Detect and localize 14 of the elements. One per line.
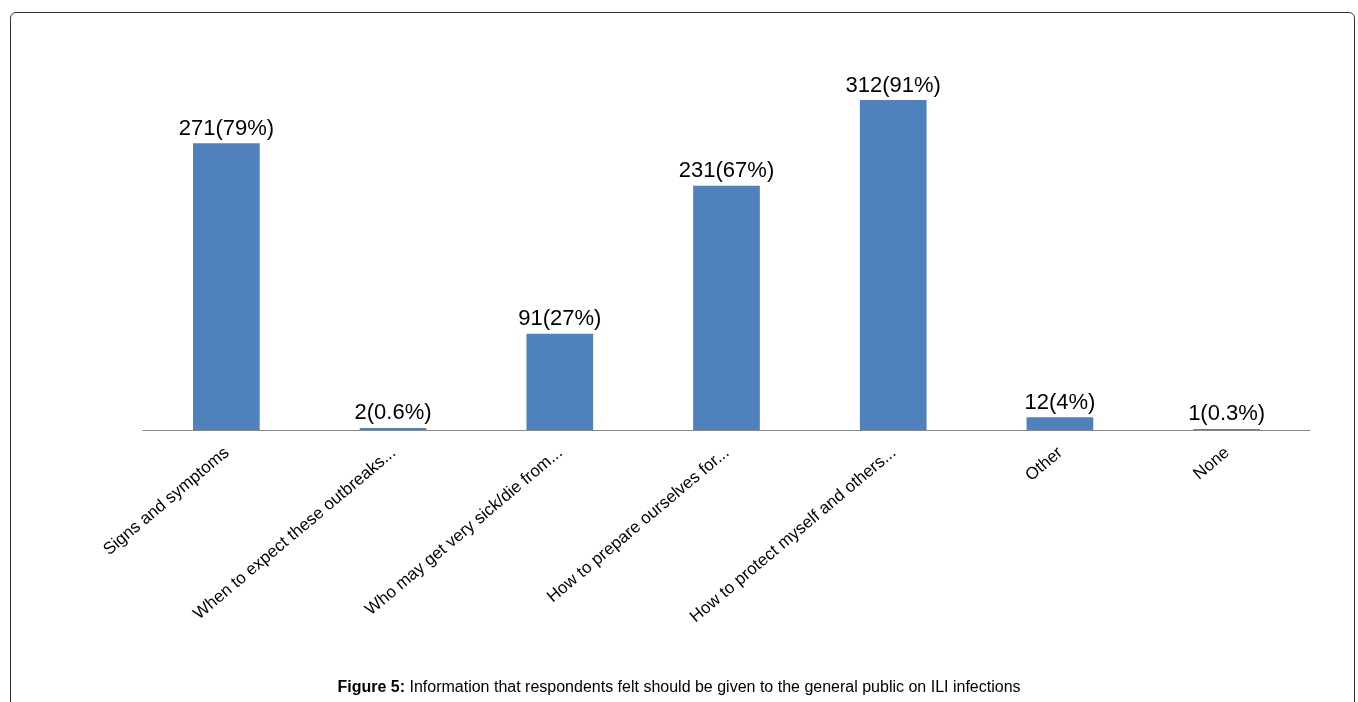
data-label: 231(67%) <box>678 157 775 183</box>
caption: Figure 5: Information that respondents felt should be given to the general public on ILI infections <box>336 678 1022 696</box>
data-label: 1(0.3%) <box>1188 400 1266 426</box>
data-label: 312(91%) <box>845 71 941 97</box>
bar <box>193 143 260 430</box>
bar <box>859 100 927 430</box>
bar <box>359 427 427 430</box>
bar <box>526 333 594 430</box>
bar <box>693 185 760 430</box>
data-label: 271(79%) <box>178 114 275 140</box>
data-label: 2(0.6%) <box>354 399 432 425</box>
bar <box>1026 417 1094 430</box>
data-label: 91(27%) <box>518 305 602 331</box>
data-label: 12(4%) <box>1024 388 1096 414</box>
